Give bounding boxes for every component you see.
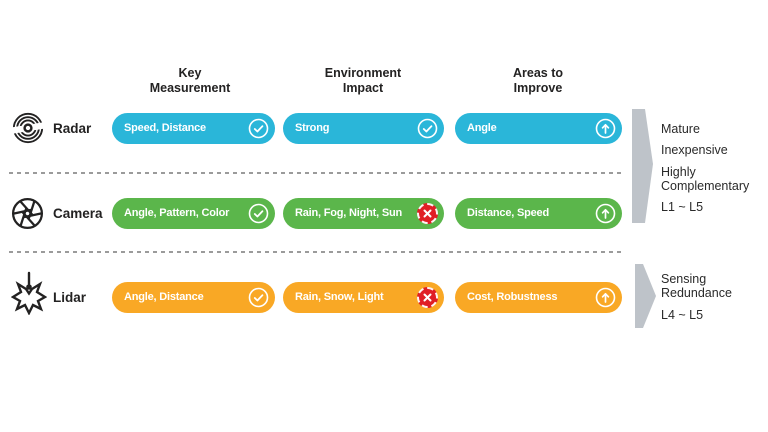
side-note-lidar: Sensing Redundance L4 ~ L5	[661, 272, 763, 322]
x-badge-icon	[417, 287, 438, 308]
header-line: Key	[178, 66, 202, 80]
pill-text: Rain, Snow, Light	[295, 291, 384, 303]
header-line: Environment	[324, 66, 402, 80]
pill-camera-key-measurement: Angle, Pattern, Color	[112, 198, 275, 229]
check-circle-icon	[248, 203, 269, 224]
header-line: Impact	[342, 80, 384, 95]
header-areas-to-improve: Areas to Improve	[473, 66, 603, 96]
pill-text: Angle, Pattern, Color	[124, 207, 230, 219]
check-circle-icon	[248, 118, 269, 139]
radar-waves-icon	[11, 112, 45, 144]
x-badge-icon	[417, 203, 438, 224]
note-item: Highly Complementary	[661, 164, 750, 193]
pill-radar-environment-impact: Strong	[283, 113, 444, 144]
check-circle-icon	[417, 118, 438, 139]
pill-lidar-environment-impact: Rain, Snow, Light	[283, 282, 444, 313]
note-level: L4 ~ L5	[661, 307, 704, 322]
pill-radar-key-measurement: Speed, Distance	[112, 113, 275, 144]
pill-text: Strong	[295, 122, 330, 134]
pill-text: Angle	[467, 122, 497, 134]
arrow-up-circle-icon	[595, 118, 616, 139]
note-item: Inexpensive	[661, 143, 728, 158]
check-circle-icon	[248, 287, 269, 308]
row-radar: Radar Speed, Distance Strong Angle	[0, 112, 768, 144]
pill-text: Speed, Distance	[124, 122, 206, 134]
pill-lidar-key-measurement: Angle, Distance	[112, 282, 275, 313]
header-environment-impact: Environment Impact	[298, 66, 428, 96]
pill-lidar-areas-to-improve: Cost, Robustness	[455, 282, 622, 313]
sensor-label-radar: Radar	[53, 121, 92, 136]
header-key-measurement: Key Measurement	[125, 66, 255, 96]
pill-text: Distance, Speed	[467, 207, 549, 219]
sensor-label-lidar: Lidar	[53, 290, 87, 305]
arrow-up-circle-icon	[595, 203, 616, 224]
note-item: Sensing Redundance	[661, 272, 732, 301]
header-line: Measurement	[149, 80, 231, 95]
lidar-burst-icon	[11, 271, 47, 315]
bracket-arrow-radar-camera	[632, 109, 653, 223]
side-note-fusion: Mature Inexpensive Highly Complementary …	[661, 122, 763, 214]
header-line: Improve	[513, 80, 563, 95]
pill-text: Rain, Fog, Night, Sun	[295, 207, 403, 219]
sensor-label-camera: Camera	[53, 206, 103, 221]
camera-aperture-icon	[11, 197, 44, 230]
bracket-arrow-lidar	[635, 264, 656, 328]
header-line: Areas to	[512, 66, 564, 80]
row-camera: Camera Angle, Pattern, Color Rain, Fog, …	[0, 197, 768, 230]
pill-radar-areas-to-improve: Angle	[455, 113, 622, 144]
note-level: L1 ~ L5	[661, 200, 704, 214]
pill-text: Angle, Distance	[124, 291, 204, 303]
pill-camera-environment-impact: Rain, Fog, Night, Sun	[283, 198, 444, 229]
arrow-up-circle-icon	[595, 287, 616, 308]
dashed-divider	[9, 251, 621, 253]
note-item: Mature	[661, 122, 700, 136]
dashed-divider	[9, 172, 621, 174]
pill-text: Cost, Robustness	[467, 291, 558, 303]
pill-camera-areas-to-improve: Distance, Speed	[455, 198, 622, 229]
row-lidar: Lidar Angle, Distance Rain, Snow, Light …	[0, 271, 768, 315]
